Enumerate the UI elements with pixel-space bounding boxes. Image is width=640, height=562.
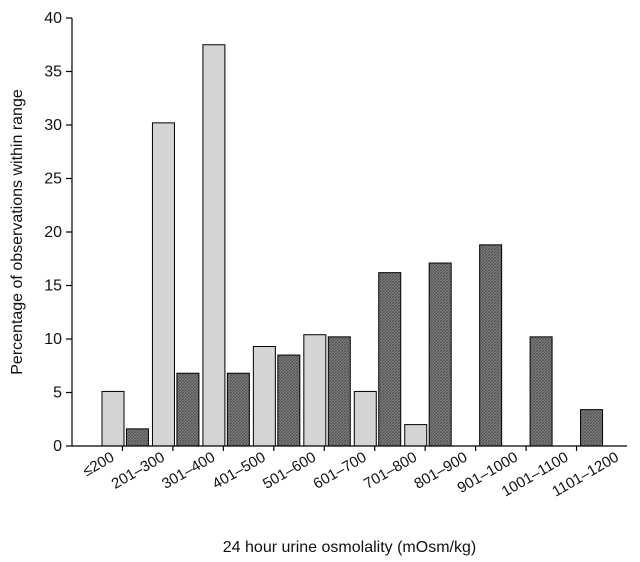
y-tick-label: 30 xyxy=(44,117,62,134)
bar xyxy=(125,428,149,447)
x-tick-label: 701–800 xyxy=(361,449,420,493)
bar xyxy=(353,390,377,447)
bar xyxy=(202,44,226,447)
x-axis: ≤200201–300301–400401–500501–600601–7007… xyxy=(72,445,627,500)
x-tick-label: 601–700 xyxy=(310,449,369,493)
bar xyxy=(252,345,276,447)
series-2-bars xyxy=(101,44,428,447)
bar xyxy=(101,390,125,447)
x-tick-label: 201–300 xyxy=(109,449,168,493)
bar xyxy=(404,424,428,447)
y-tick-label: 15 xyxy=(44,278,62,295)
y-axis-title: Percentage of observations within range xyxy=(9,89,26,375)
y-tick-label: 10 xyxy=(44,331,62,348)
series-1-bars xyxy=(125,244,604,447)
bar xyxy=(277,354,301,447)
x-tick-label: 501–600 xyxy=(260,449,319,493)
bar xyxy=(479,244,503,447)
y-tick-label: 40 xyxy=(44,10,62,27)
x-axis-title: 24 hour urine osmolality (mOsm/kg) xyxy=(223,539,476,556)
y-tick-label: 25 xyxy=(44,171,62,188)
bar xyxy=(529,336,553,447)
bar xyxy=(327,336,351,447)
x-tick-label: 401–500 xyxy=(210,449,269,493)
y-tick-label: 20 xyxy=(44,224,62,241)
bar xyxy=(580,409,604,447)
bar xyxy=(303,334,327,447)
y-tick-label: 5 xyxy=(53,385,62,402)
y-axis: 0 5 10 15 20 25 30 35 40 xyxy=(44,10,73,455)
y-tick-label: 35 xyxy=(44,64,62,81)
bar xyxy=(151,122,175,447)
plot-area: 0 5 10 15 20 25 30 35 40 ≤200201–300301–400401–5… xyxy=(44,10,627,500)
x-tick-label: 301–400 xyxy=(159,449,218,493)
bar xyxy=(378,272,402,447)
y-tick-label: 0 xyxy=(53,438,62,455)
bar xyxy=(176,372,200,447)
bar xyxy=(428,262,452,447)
bar xyxy=(226,372,250,447)
